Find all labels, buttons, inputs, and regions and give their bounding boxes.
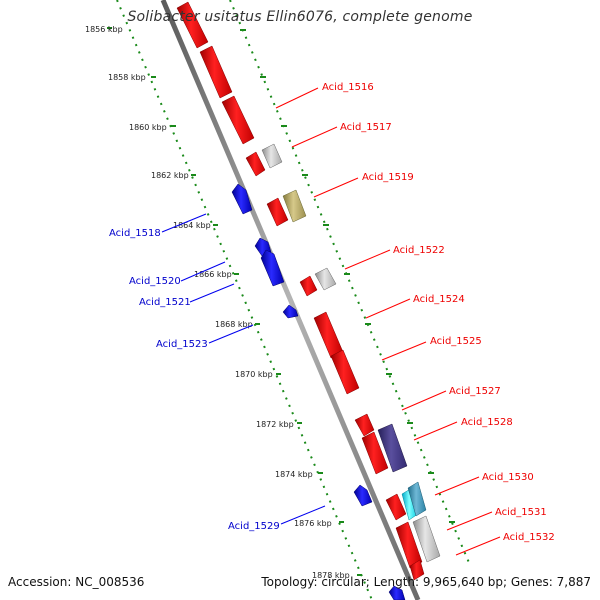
reverse-gene-labels: Acid_1518 Acid_1520 Acid_1521 Acid_1523 …	[109, 228, 280, 532]
scale-label: 1862 kbp	[151, 171, 189, 180]
forward-label-leaders	[275, 87, 501, 556]
gene-label-acid-1521[interactable]: Acid_1521	[139, 297, 191, 308]
scale-ticks	[107, 27, 455, 576]
gene-label-acid-1528[interactable]: Acid_1528	[461, 417, 513, 428]
scale-labels: 1856 kbp 1858 kbp 1860 kbp 1862 kbp 1864…	[85, 25, 350, 580]
gene-arrow	[221, 95, 255, 145]
gene-arrow	[199, 45, 233, 99]
gene-arrow	[176, 1, 209, 49]
scale-label: 1874 kbp	[275, 470, 313, 479]
scale-label: 1876 kbp	[294, 519, 332, 528]
gene-label-acid-1532[interactable]: Acid_1532	[503, 532, 555, 543]
scale-label: 1872 kbp	[256, 420, 294, 429]
gene-label-acid-1531[interactable]: Acid_1531	[495, 507, 547, 518]
gene-arrow	[353, 484, 373, 507]
gene-arrow	[313, 311, 344, 359]
gene-label-acid-1516[interactable]: Acid_1516	[322, 82, 374, 93]
gene-arrow	[412, 515, 441, 563]
genome-summary-text: Topology: circular; Length: 9,965,640 bp…	[261, 575, 591, 589]
gene-label-acid-1525[interactable]: Acid_1525	[430, 336, 482, 347]
gene-arrow	[261, 143, 283, 169]
scale-label: 1864 kbp	[173, 221, 211, 230]
gene-arrow	[361, 431, 389, 475]
scale-label: 1870 kbp	[235, 370, 273, 379]
gene-arrow	[330, 349, 360, 395]
accession-text: Accession: NC_008536	[8, 575, 145, 589]
gene-label-acid-1517[interactable]: Acid_1517	[340, 122, 392, 133]
gene-arrow	[407, 481, 427, 517]
forward-genes	[176, 1, 441, 581]
reverse-genes	[231, 183, 406, 600]
gene-arrow	[266, 197, 289, 227]
scale-label: 1856 kbp	[85, 25, 123, 34]
gene-label-acid-1524[interactable]: Acid_1524	[413, 294, 465, 305]
forward-gene-labels: Acid_1516 Acid_1517 Acid_1519 Acid_1522 …	[322, 82, 555, 543]
map-title: Solibacter usitatus Ellin6076, complete …	[127, 9, 473, 25]
gene-label-acid-1520[interactable]: Acid_1520	[129, 276, 181, 287]
gene-arrow	[282, 189, 307, 223]
scale-label: 1868 kbp	[215, 320, 253, 329]
gene-arrow	[409, 559, 425, 581]
gene-arrow	[385, 493, 407, 521]
scale-label: 1858 kbp	[108, 73, 146, 82]
gene-arrow	[314, 267, 337, 291]
gene-arrow	[282, 304, 299, 319]
gene-arrow	[354, 413, 375, 437]
gene-label-acid-1527[interactable]: Acid_1527	[449, 386, 501, 397]
scale-label: 1878 kbp	[312, 571, 350, 580]
gene-label-acid-1519[interactable]: Acid_1519	[362, 172, 414, 183]
genome-backbone	[160, 0, 421, 600]
gene-arrow	[388, 585, 406, 600]
reverse-label-leaders	[161, 213, 326, 525]
scale-label: 1866 kbp	[194, 270, 232, 279]
gene-label-acid-1530[interactable]: Acid_1530	[482, 472, 534, 483]
scale-label: 1860 kbp	[129, 123, 167, 132]
gene-arrow	[395, 521, 423, 569]
gene-arrow	[377, 423, 408, 473]
gene-arrow	[245, 151, 266, 177]
gene-arrow	[260, 249, 285, 287]
gene-label-acid-1522[interactable]: Acid_1522	[393, 245, 445, 256]
gene-arrow	[299, 275, 318, 297]
gene-label-acid-1518[interactable]: Acid_1518	[109, 228, 161, 239]
gene-label-acid-1529[interactable]: Acid_1529	[228, 521, 280, 532]
gene-arrow	[231, 183, 253, 215]
gene-label-acid-1523[interactable]: Acid_1523	[156, 339, 208, 350]
